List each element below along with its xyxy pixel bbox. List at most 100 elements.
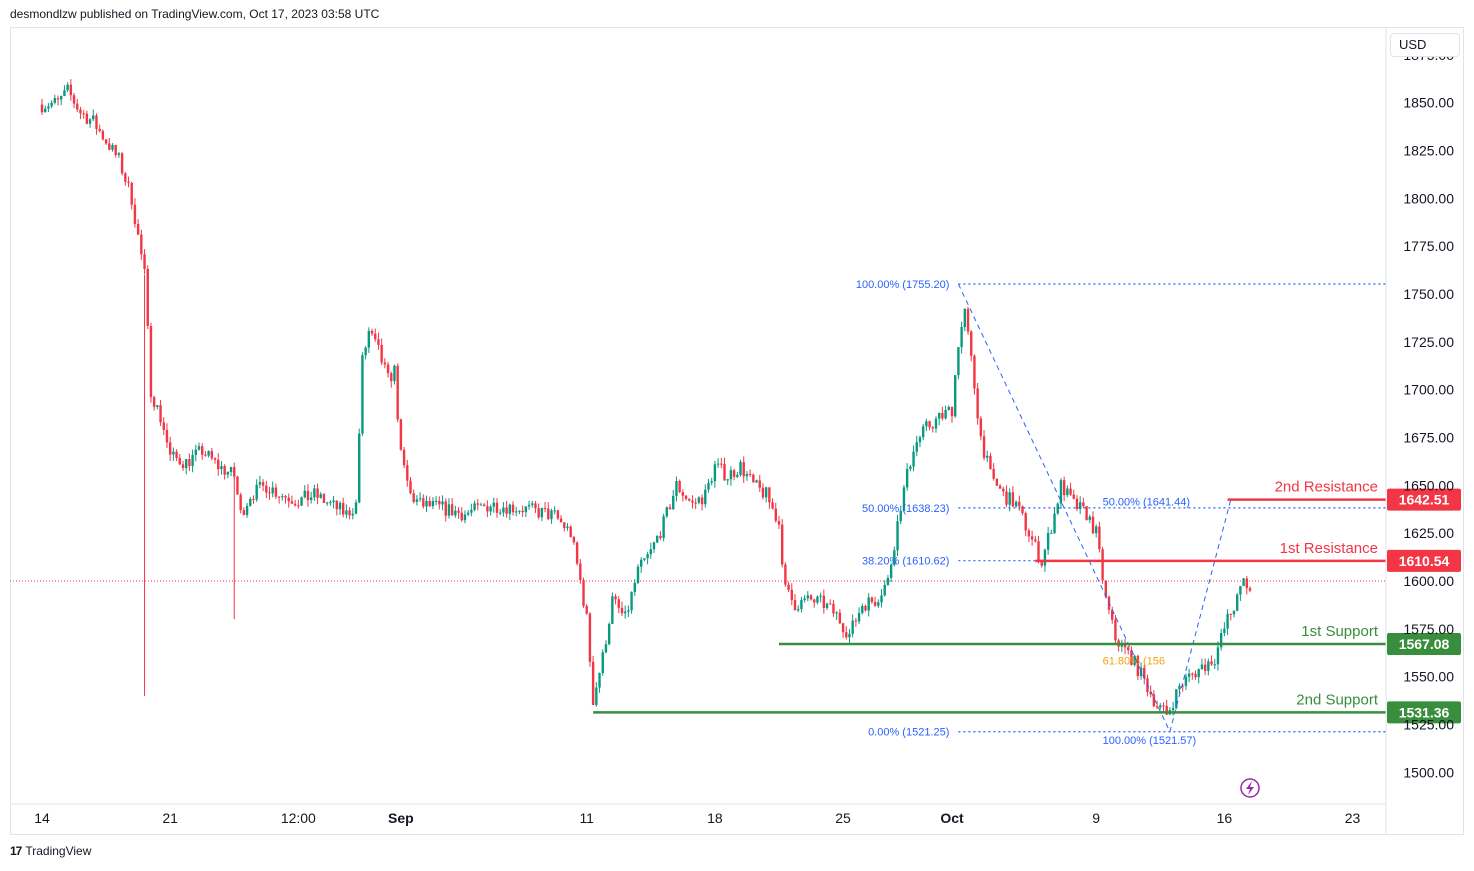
candle — [921, 423, 925, 441]
candle — [713, 460, 717, 488]
x-tick-label: 14 — [34, 810, 50, 826]
candle — [960, 321, 963, 354]
candle — [380, 338, 383, 366]
candle — [585, 604, 588, 616]
candle — [700, 494, 704, 511]
candle — [72, 93, 76, 109]
candle — [905, 463, 909, 491]
candle — [297, 499, 300, 509]
candles — [40, 79, 1252, 716]
candle — [912, 445, 915, 472]
candle — [822, 589, 826, 614]
candle — [886, 575, 890, 586]
candle — [790, 583, 793, 606]
candle — [591, 655, 595, 706]
candle — [784, 562, 787, 588]
currency-selector[interactable]: USD — [1390, 33, 1460, 57]
candle — [800, 596, 803, 613]
candle — [986, 450, 989, 463]
candle — [418, 492, 422, 502]
candle — [239, 492, 242, 514]
candle — [575, 541, 579, 566]
candle — [303, 485, 306, 499]
candle — [1030, 530, 1034, 546]
candle — [499, 509, 502, 516]
candle — [242, 507, 246, 516]
candle — [758, 474, 761, 493]
candle — [521, 505, 524, 518]
candle — [309, 491, 313, 504]
level-name: 1st Support — [1301, 623, 1379, 640]
candle — [1133, 654, 1136, 667]
candle — [444, 498, 447, 522]
candle — [1203, 658, 1207, 676]
candle — [761, 483, 765, 500]
candle — [402, 446, 406, 469]
candle — [226, 471, 230, 479]
y-tick-label: 1625.00 — [1403, 525, 1454, 541]
candle — [313, 484, 316, 501]
publish-info: desmondlzw published on TradingView.com,… — [10, 7, 380, 21]
candle — [178, 454, 181, 466]
candle — [1072, 489, 1075, 500]
candle — [803, 595, 806, 603]
candle — [681, 489, 685, 502]
candle — [780, 519, 784, 568]
candle — [604, 640, 608, 654]
candle — [1219, 628, 1223, 651]
candle — [755, 479, 758, 484]
candle — [793, 594, 797, 611]
candle — [374, 328, 377, 342]
candle — [627, 605, 630, 618]
candle — [614, 593, 617, 605]
candle — [934, 416, 938, 433]
candle — [197, 442, 201, 451]
candle — [1200, 658, 1204, 670]
candle — [1213, 658, 1216, 670]
candle — [53, 94, 57, 105]
candle — [274, 483, 278, 500]
candle — [998, 483, 1002, 489]
candle — [672, 489, 675, 511]
candle — [486, 500, 489, 518]
candle — [1053, 508, 1056, 534]
candle — [1091, 511, 1095, 535]
candle — [1191, 672, 1194, 680]
candle — [659, 531, 662, 541]
candle — [165, 423, 169, 448]
candle — [85, 110, 89, 125]
candle — [684, 494, 688, 501]
candle — [668, 503, 672, 510]
candle — [351, 508, 355, 520]
candle — [133, 198, 137, 228]
candle — [547, 502, 550, 521]
candle — [422, 494, 425, 509]
candle — [1127, 645, 1130, 655]
candle — [937, 412, 941, 426]
candle — [1175, 689, 1178, 710]
candle — [966, 306, 970, 335]
candle — [88, 118, 92, 128]
candle — [1111, 606, 1114, 624]
candle — [607, 622, 611, 646]
tradingview-logo-icon: 17 — [10, 844, 22, 858]
candle — [201, 443, 204, 460]
candle — [970, 330, 973, 362]
candle — [646, 551, 649, 565]
candle — [140, 229, 143, 260]
y-tick-label: 1750.00 — [1403, 286, 1454, 302]
candle — [678, 479, 681, 494]
lightning-icon[interactable] — [1240, 778, 1260, 798]
candle — [409, 476, 412, 495]
candle — [976, 383, 979, 425]
candle — [707, 479, 710, 493]
y-tick-label: 1800.00 — [1403, 190, 1454, 206]
candle — [662, 513, 665, 542]
candle — [236, 475, 239, 495]
candle — [454, 505, 457, 518]
candle — [117, 151, 121, 158]
candle — [825, 602, 829, 610]
candle — [569, 525, 572, 538]
candle — [550, 508, 553, 524]
